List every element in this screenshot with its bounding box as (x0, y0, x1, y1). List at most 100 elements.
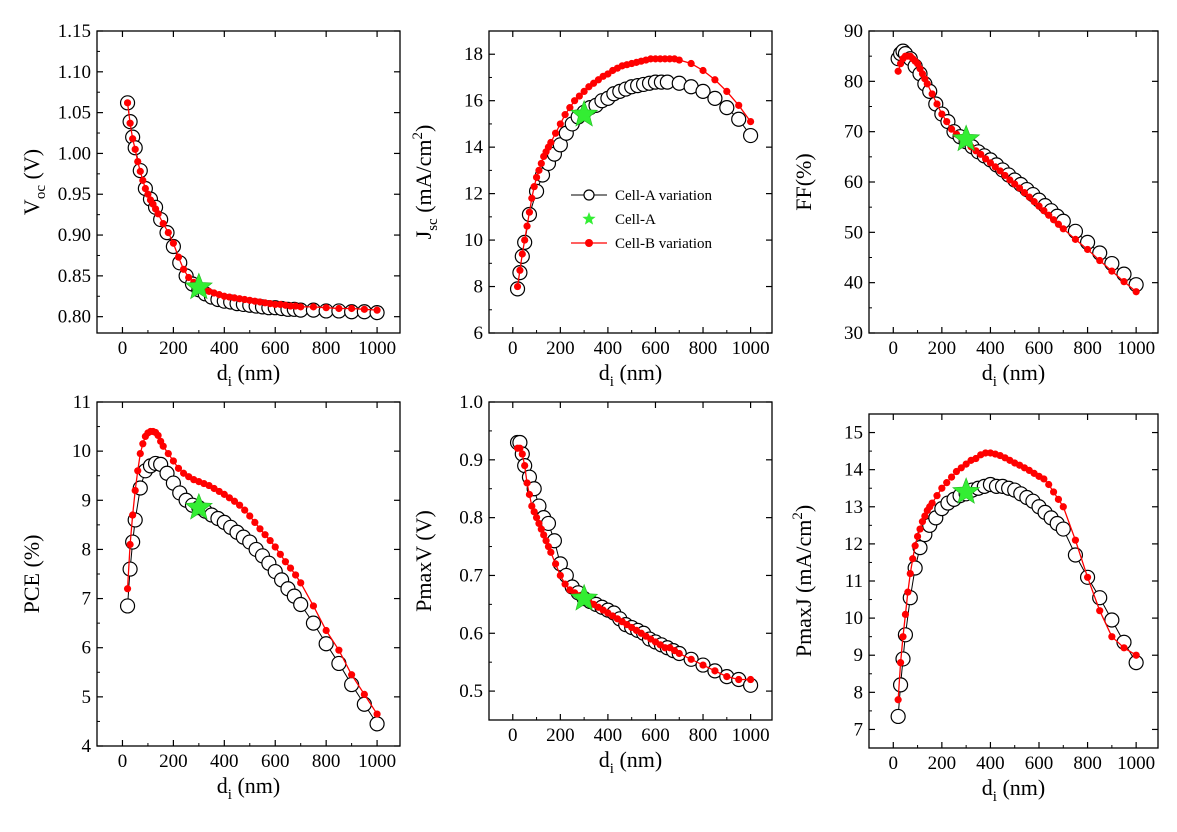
cell-b-point (928, 499, 936, 507)
cell-b-point (957, 464, 965, 472)
cell-b-point (561, 580, 569, 588)
cell-b-line (126, 102, 378, 311)
y-tick-label: 14 (844, 460, 864, 481)
cell-b-point (687, 59, 695, 68)
cell-b-point (225, 494, 234, 502)
cell-b-point (1030, 198, 1038, 206)
x-tick-label: 1000 (358, 751, 396, 772)
y-tick-label: 14 (464, 137, 484, 158)
cell-a-point (1104, 612, 1120, 628)
cell-b-point (1059, 503, 1067, 511)
x-tick-label: 600 (641, 338, 670, 359)
y-tick-label: 7 (82, 589, 92, 610)
cell-b-point (528, 502, 536, 510)
cell-b-point (521, 462, 529, 470)
cell-b-point (996, 167, 1004, 175)
x-tick-label: 800 (1073, 338, 1102, 359)
cell-b-point (972, 454, 980, 463)
panel-pce: 0 200 400 600 800 1000 4 5 6 7 8 9 10 11 di (nm) PCE (%… (19, 392, 401, 803)
cell-b-point (901, 610, 910, 619)
cell-b-point (986, 159, 995, 167)
cell-b-point (123, 99, 132, 107)
y-tick-label: 0.5 (459, 681, 483, 702)
cell-b-point (286, 564, 295, 572)
cell-b-point (348, 671, 356, 679)
legend: Cell-A variation Cell-A Cell-B variation (571, 188, 713, 252)
panel-ff: 0 200 400 600 800 1000 30 40 50 60 70 80 90 di (nm) FF… (791, 21, 1159, 390)
cell-b-point (169, 457, 177, 465)
y-tick-label: 1.05 (58, 103, 91, 124)
cell-b-point (134, 157, 142, 166)
cell-b-point (542, 537, 550, 545)
legend-cell-b-variation: Cell-B variation (615, 236, 713, 252)
cell-b-point (962, 460, 970, 468)
y-tick-label: 7 (854, 719, 864, 740)
cell-b-point (136, 167, 144, 175)
x-tick-label: 1000 (732, 725, 770, 746)
cell-b-point (297, 303, 305, 311)
cell-b-point (699, 661, 707, 669)
cell-b-point (699, 66, 707, 75)
cell-b-point (675, 649, 683, 658)
cell-a-point (293, 596, 309, 613)
cell-b-point (894, 67, 902, 75)
cell-b-point (896, 659, 905, 667)
y-tick-label: 4 (82, 736, 92, 757)
legend-cell-a: Cell-A (615, 212, 656, 228)
cell-b-point (1096, 256, 1104, 265)
cell-a-line (127, 102, 378, 314)
y-tick-label: 0.7 (459, 565, 483, 586)
cell-b-point (373, 306, 381, 314)
cell-b-point (556, 120, 564, 128)
cell-a-point (356, 696, 372, 712)
cell-b-point (518, 250, 526, 258)
cell-b-point (938, 110, 946, 118)
y-tick-label: 0.90 (58, 225, 91, 246)
cell-b-point (335, 304, 343, 313)
y-tick-label: 0.8 (459, 508, 483, 529)
cell-b-point (1035, 202, 1043, 210)
cell-a-point (695, 83, 711, 100)
cell-b-point (711, 76, 719, 84)
cell-b-point (943, 479, 951, 487)
y-tick-label: 40 (844, 273, 863, 294)
cell-a-star (570, 583, 599, 611)
legend-cell-a-variation: Cell-A variation (615, 188, 713, 204)
cell-a-point (890, 708, 906, 725)
cell-b-point (537, 159, 545, 168)
cell-b-point (286, 302, 295, 310)
cell-b-point (933, 492, 941, 500)
cell-b-point (373, 710, 381, 718)
y-axis-label: PCE (%) (19, 535, 44, 614)
cell-b-point (1071, 235, 1080, 243)
cell-b-point (1083, 573, 1092, 581)
y-tick-label: 9 (82, 490, 92, 511)
y-tick-label: 70 (844, 122, 863, 143)
x-tick-label: 0 (118, 751, 128, 772)
cell-b-point (911, 542, 919, 550)
cell-b-point (144, 190, 152, 198)
cell-b-point (185, 273, 193, 282)
cell-b-point (523, 222, 531, 230)
cell-b-point (516, 444, 524, 452)
y-tick-label: 0.6 (459, 623, 483, 644)
y-tick-label: 80 (844, 71, 863, 92)
cell-b-point (735, 101, 743, 109)
cell-b-point (918, 518, 927, 526)
cell-b-point (1083, 245, 1092, 254)
cell-b-point (561, 111, 569, 119)
cell-b-point (1054, 220, 1063, 228)
y-tick-label: 1.00 (58, 143, 91, 164)
panel-pmaxj: 0 200 400 600 800 1000 7 8 9 10 11 12 13 14 15 di (nm) P… (790, 413, 1159, 805)
cell-a-star (184, 492, 213, 520)
cell-b-point (923, 80, 931, 88)
cell-b-point (292, 571, 300, 579)
cell-b-point (174, 464, 183, 472)
y-tick-label: 0.95 (58, 184, 91, 205)
cell-a-point (344, 676, 360, 693)
y-tick-label: 10 (72, 441, 91, 462)
x-axis-label: di (nm) (217, 360, 280, 390)
x-tick-label: 0 (508, 338, 518, 359)
y-axis-label: Voc (V) (19, 149, 49, 215)
